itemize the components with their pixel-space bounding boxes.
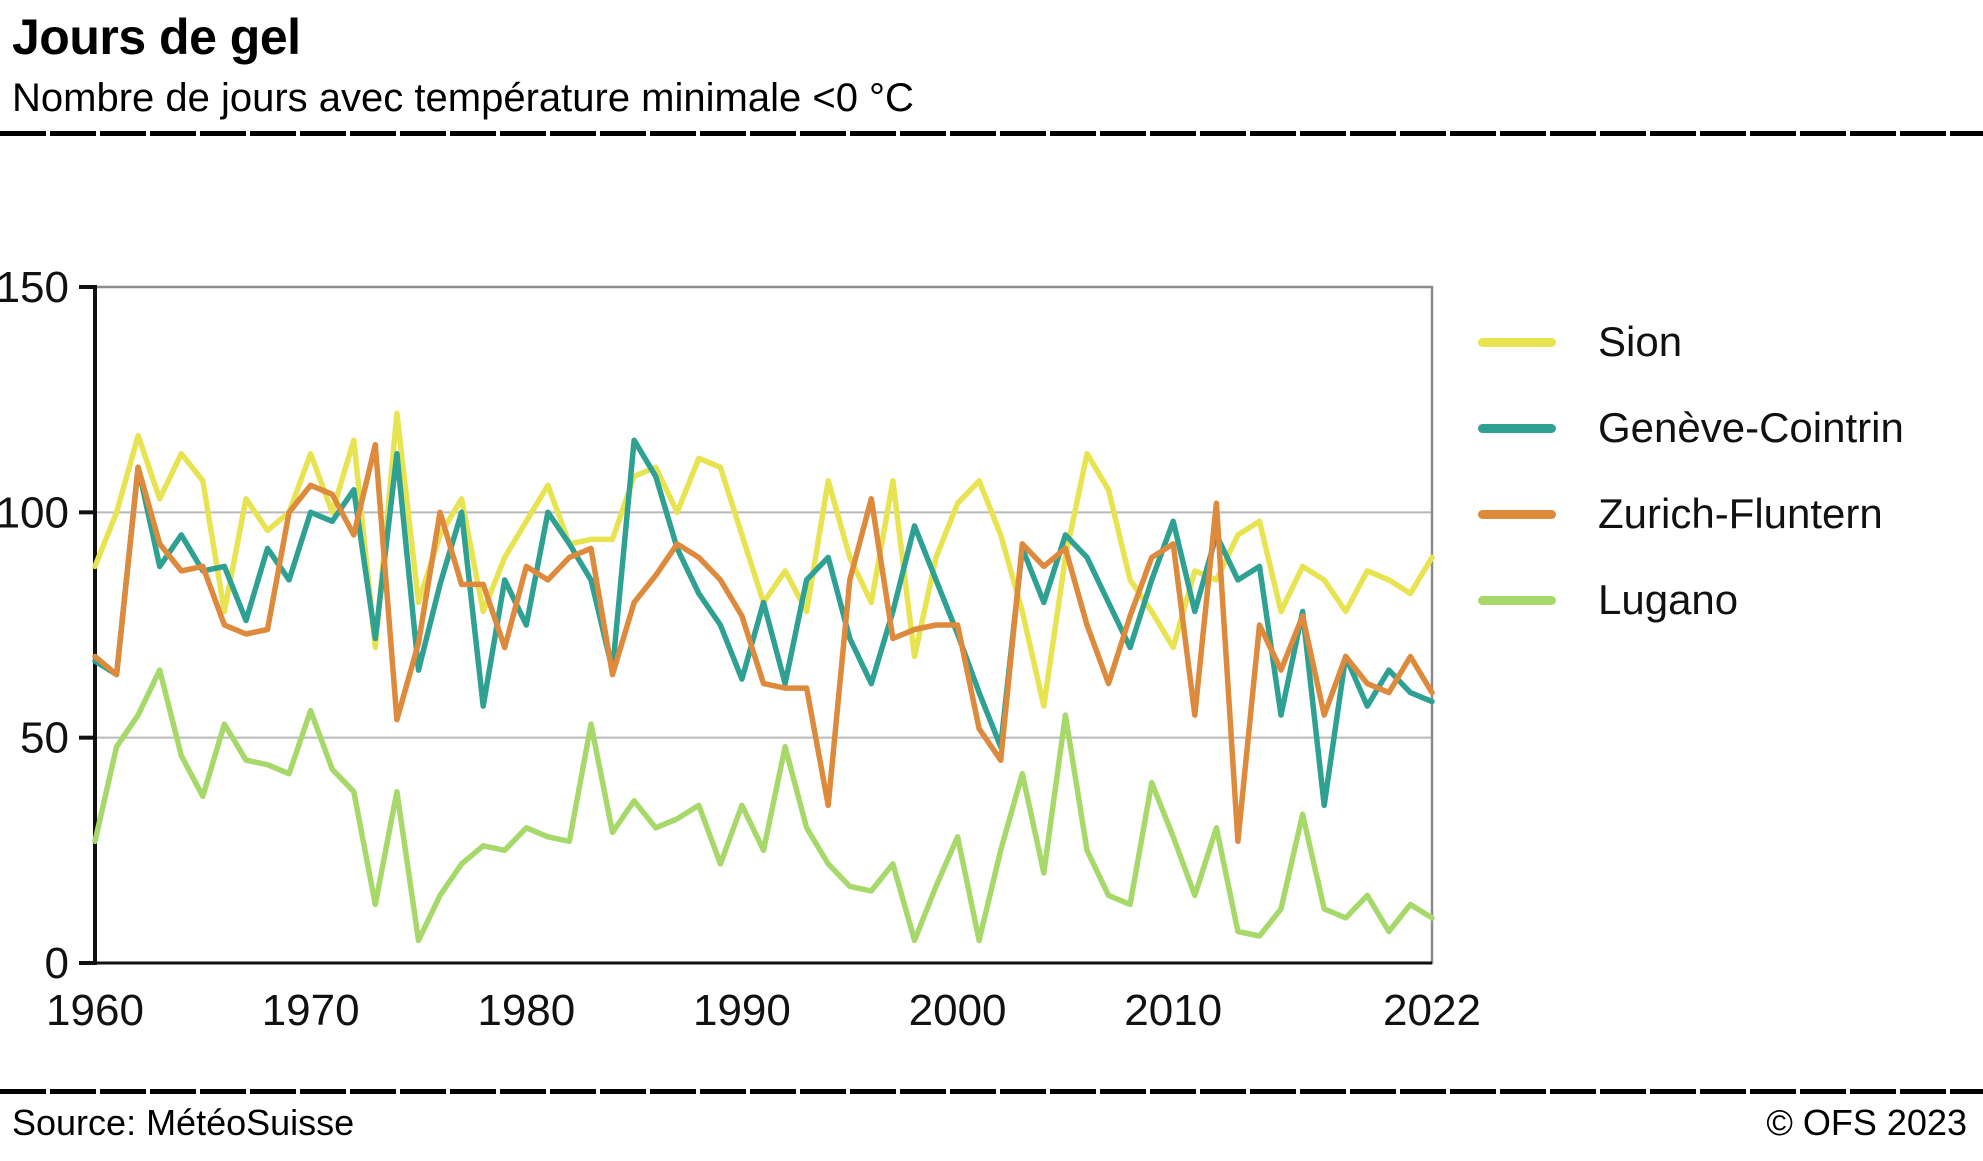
legend-swatch-sion [1478, 337, 1556, 347]
source-label: Source: MétéoSuisse [12, 1102, 355, 1143]
header: Jours de gel Nombre de jours avec tempér… [12, 8, 914, 121]
legend-label-lugano: Lugano [1598, 576, 1739, 623]
x-tick-label: 1990 [693, 986, 791, 1035]
x-tick-label: 1970 [262, 986, 360, 1035]
x-tick-label: 2022 [1383, 986, 1481, 1035]
legend-swatch-lugano [1478, 595, 1556, 605]
y-tick-label: 0 [45, 939, 69, 988]
chart-subtitle: Nombre de jours avec température minimal… [12, 76, 914, 120]
x-tick-label: 2000 [909, 986, 1007, 1035]
copyright-label: © OFS 2023 [1766, 1102, 1967, 1143]
legend-label-sion: Sion [1598, 318, 1683, 365]
legend-swatch-geneve [1478, 423, 1556, 433]
legend-item-lugano: Lugano [1478, 576, 1904, 624]
series-line-lugano [92, 667, 1435, 944]
top-divider [0, 131, 1983, 136]
x-tick-label: 1960 [46, 986, 144, 1035]
y-tick-label: 50 [20, 714, 69, 763]
x-tick-label: 1980 [477, 986, 575, 1035]
series-line-zurich [92, 441, 1435, 845]
legend-item-sion: Sion [1478, 318, 1904, 366]
plot-frame [93, 285, 1434, 965]
legend-label-zurich: Zurich-Fluntern [1598, 490, 1883, 537]
x-tick-label: 2010 [1124, 986, 1222, 1035]
legend-item-geneve: Genève-Cointrin [1478, 404, 1904, 452]
y-tick-label: 150 [0, 263, 69, 312]
legend-item-zurich: Zurich-Fluntern [1478, 490, 1904, 538]
bottom-divider [0, 1089, 1983, 1094]
y-tick-label: 100 [0, 488, 69, 537]
legend-swatch-zurich [1478, 509, 1556, 519]
legend-label-geneve: Genève-Cointrin [1598, 404, 1904, 451]
chart-title: Jours de gel [12, 9, 301, 65]
frost-days-line-chart: 0 50 100 150 1960 1970 1980 1990 2000 2010 2022 [0, 263, 1481, 1035]
chart-legend: Sion Genève-Cointrin Zurich-Fluntern Lugano [1478, 318, 1904, 624]
